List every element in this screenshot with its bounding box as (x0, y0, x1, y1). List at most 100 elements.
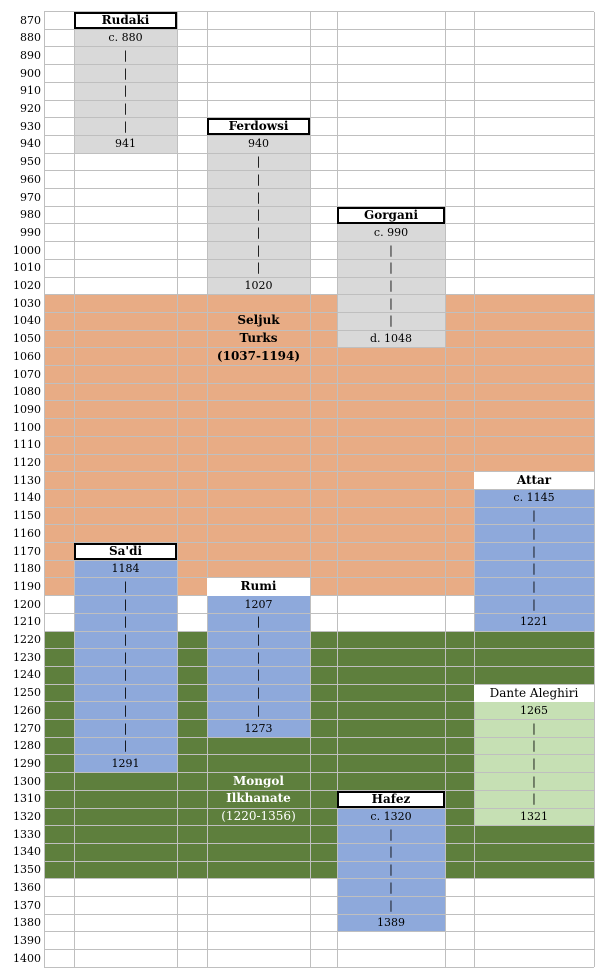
tick-mark-hafez: | (389, 845, 393, 859)
row-gridline (44, 842, 594, 844)
year-label: 1120 (13, 456, 41, 469)
tick-mark-attar: | (532, 597, 536, 611)
row-gridline (44, 311, 594, 313)
tick-mark-rudaki: | (123, 102, 128, 115)
tick-mark-hafez: | (389, 898, 393, 912)
year-label: 1310 (13, 792, 41, 806)
era-label-seljuk: (1037-1194) (216, 348, 301, 363)
column-gridline (444, 11, 446, 968)
row-gridline (44, 117, 594, 119)
tick-mark-hafez: | (389, 863, 393, 877)
row-gridline (44, 152, 594, 154)
year-label: 1300 (13, 774, 41, 788)
tick-mark-dante: | (532, 792, 536, 806)
year-label: 1030 (13, 296, 41, 310)
row-gridline (44, 931, 594, 933)
year-label: 1180 (13, 562, 41, 576)
year-label: 1190 (13, 579, 41, 593)
year-label: 1340 (13, 845, 41, 859)
tick-mark-rudaki: | (123, 84, 128, 98)
year-label: 1400 (13, 951, 41, 965)
row-gridline (44, 382, 594, 384)
tick-mark-attar: | (532, 544, 536, 558)
tick-mark-ferdowsi: | (256, 208, 261, 222)
row-gridline (44, 896, 594, 897)
tick-mark-rumi: | (256, 686, 261, 700)
year-label: 1260 (13, 703, 41, 717)
start-label-hafez: c. 1320 (370, 810, 412, 823)
year-label: 1090 (13, 402, 41, 416)
row-gridline (44, 64, 594, 66)
row-gridline (44, 807, 594, 809)
row-gridline (44, 46, 594, 48)
year-label: 1100 (13, 420, 41, 434)
year-label: 1330 (13, 827, 41, 841)
row-gridline (44, 949, 594, 951)
tick-mark-sadi: | (123, 597, 128, 611)
year-label: 960 (20, 172, 41, 186)
name-header-attar: Attar (474, 472, 594, 490)
year-label: 1160 (13, 526, 41, 540)
row-gridline (44, 28, 594, 30)
row-gridline (44, 294, 594, 296)
tick-mark-attar: | (532, 526, 536, 540)
year-label: 1380 (13, 916, 41, 930)
tick-mark-rudaki: | (123, 119, 128, 133)
row-gridline (44, 772, 594, 774)
year-label: 1080 (13, 385, 41, 399)
tick-mark-sadi: | (123, 633, 128, 646)
year-label: 920 (20, 102, 41, 115)
era-label-seljuk: Seljuk (237, 313, 280, 328)
year-label: 990 (20, 225, 41, 239)
name-header-rumi: Rumi (207, 578, 310, 596)
row-gridline (44, 595, 594, 597)
era-label-mongol: Ilkhanate (226, 791, 291, 806)
tick-mark-dante: | (532, 721, 536, 735)
column-gridline (309, 11, 311, 968)
lifespan-bar-gorgani (337, 223, 445, 348)
tick-mark-ferdowsi: | (256, 225, 261, 239)
tick-mark-rudaki: | (123, 48, 128, 62)
tick-mark-rumi: | (256, 668, 261, 682)
tick-mark-sadi: | (123, 739, 128, 753)
row-gridline (44, 347, 594, 349)
tick-mark-gorgani: | (389, 314, 393, 328)
tick-mark-dante: | (532, 756, 536, 770)
row-gridline (44, 648, 594, 650)
tick-mark-attar: | (532, 579, 536, 593)
row-gridline (44, 400, 594, 402)
row-gridline (44, 99, 594, 101)
year-label: 1150 (13, 509, 41, 523)
tick-mark-attar: | (532, 562, 536, 576)
end-label-sadi: 1291 (111, 756, 140, 770)
year-label: 980 (20, 208, 41, 222)
column-gridline (43, 11, 45, 968)
lifespan-bar-hafez (337, 808, 445, 932)
year-label: 1210 (13, 615, 41, 629)
row-gridline (44, 170, 594, 172)
tick-mark-ferdowsi: | (256, 190, 261, 204)
row-gridline (44, 81, 594, 83)
year-label: 970 (20, 190, 41, 204)
year-label: 1040 (13, 314, 41, 328)
year-label: 1250 (13, 686, 41, 700)
row-gridline (44, 134, 594, 136)
end-label-gorgani: d. 1048 (369, 332, 413, 346)
row-gridline (44, 683, 594, 685)
year-label: 1240 (13, 668, 41, 682)
era-label-seljuk: Turks (239, 331, 278, 346)
row-gridline (44, 665, 594, 667)
start-label-rumi: 1207 (244, 597, 273, 611)
row-gridline (44, 506, 594, 508)
row-gridline (44, 11, 594, 12)
row-gridline (44, 736, 594, 738)
year-label: 1230 (13, 650, 41, 664)
name-header-ferdowsi: Ferdowsi (207, 118, 310, 136)
tick-mark-dante: | (532, 739, 536, 753)
tick-mark-gorgani: | (389, 243, 393, 257)
column-gridline (593, 11, 595, 968)
start-label-attar: c. 1145 (513, 491, 555, 505)
tick-mark-gorgani: | (389, 261, 393, 275)
row-gridline (44, 559, 594, 561)
row-gridline (44, 577, 594, 579)
